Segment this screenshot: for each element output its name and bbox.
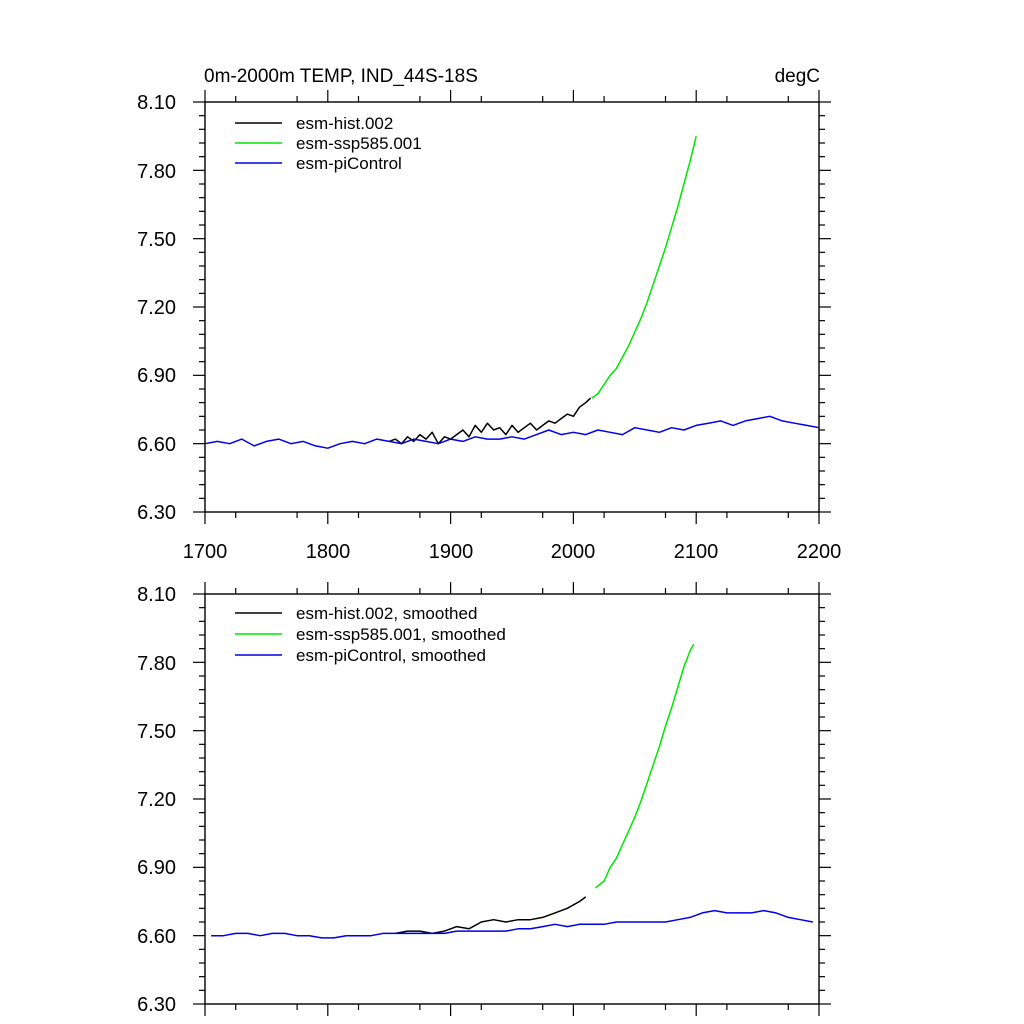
chart-title: 0m-2000m TEMP, IND_44S-18S	[204, 66, 478, 87]
top-panel: 1700 1800 1900 2000 2100 2200 6.30 6.60 …	[137, 90, 841, 563]
top-y-tick-label: 7.80	[137, 161, 176, 183]
bottom-axis-ticks	[193, 582, 831, 1016]
bottom-y-tick-label: 6.60	[137, 926, 176, 948]
top-y-tick-label: 6.60	[137, 434, 176, 456]
units-label: degC	[775, 66, 820, 87]
top-x-tick-label: 2200	[797, 541, 842, 563]
top-x-tick-label: 1900	[429, 541, 474, 563]
bottom-legend: esm-hist.002, smoothed esm-ssp585.001, s…	[235, 604, 506, 665]
top-x-tick-label: 1800	[306, 541, 351, 563]
bottom-panel: 6.30 6.60 6.90 7.20 7.50 7.80 8.10 esm-h…	[137, 582, 831, 1016]
top-y-tick-label: 6.30	[137, 502, 176, 524]
top-legend: esm-hist.002 esm-ssp585.001 esm-piContro…	[235, 114, 422, 173]
top-x-tick-label: 2100	[674, 541, 719, 563]
top-series-line-esm-hist-002	[388, 397, 592, 445]
bottom-y-tick-label: 8.10	[137, 584, 176, 606]
top-x-tick-label: 1700	[183, 541, 228, 563]
bottom-series-line-esm-ssp585-001	[595, 643, 695, 889]
bottom-y-tick-label: 7.80	[137, 653, 176, 675]
legend-label-hist: esm-hist.002	[296, 114, 393, 133]
top-y-tick-label: 8.10	[137, 92, 176, 114]
top-series-lines	[204, 136, 820, 449]
bottom-y-tick-label: 6.30	[137, 994, 176, 1016]
bottom-y-tick-label: 7.20	[137, 789, 176, 811]
legend-label-ssp585: esm-ssp585.001	[296, 134, 422, 153]
top-x-tick-label: 2000	[551, 541, 596, 563]
bottom-series-line-esm-hist-002	[395, 896, 587, 935]
top-series-line-esm-ssp585-001	[591, 136, 697, 399]
top-y-tick-label: 7.50	[137, 229, 176, 251]
legend-label-ssp585-smoothed: esm-ssp585.001, smoothed	[296, 625, 506, 644]
bottom-series-line-esm-piControl	[211, 909, 814, 939]
legend-label-picontrol: esm-piControl	[296, 154, 402, 173]
bottom-y-tick-label: 6.90	[137, 857, 176, 879]
top-series-line-esm-piControl	[204, 415, 820, 449]
top-y-tick-label: 6.90	[137, 365, 176, 387]
legend-label-hist-smoothed: esm-hist.002, smoothed	[296, 604, 477, 623]
bottom-series-lines	[211, 643, 814, 939]
top-axis-ticks	[193, 90, 831, 524]
bottom-y-tick-label: 7.50	[137, 721, 176, 743]
top-y-tick-label: 7.20	[137, 297, 176, 319]
legend-label-picontrol-smoothed: esm-piControl, smoothed	[296, 646, 486, 665]
